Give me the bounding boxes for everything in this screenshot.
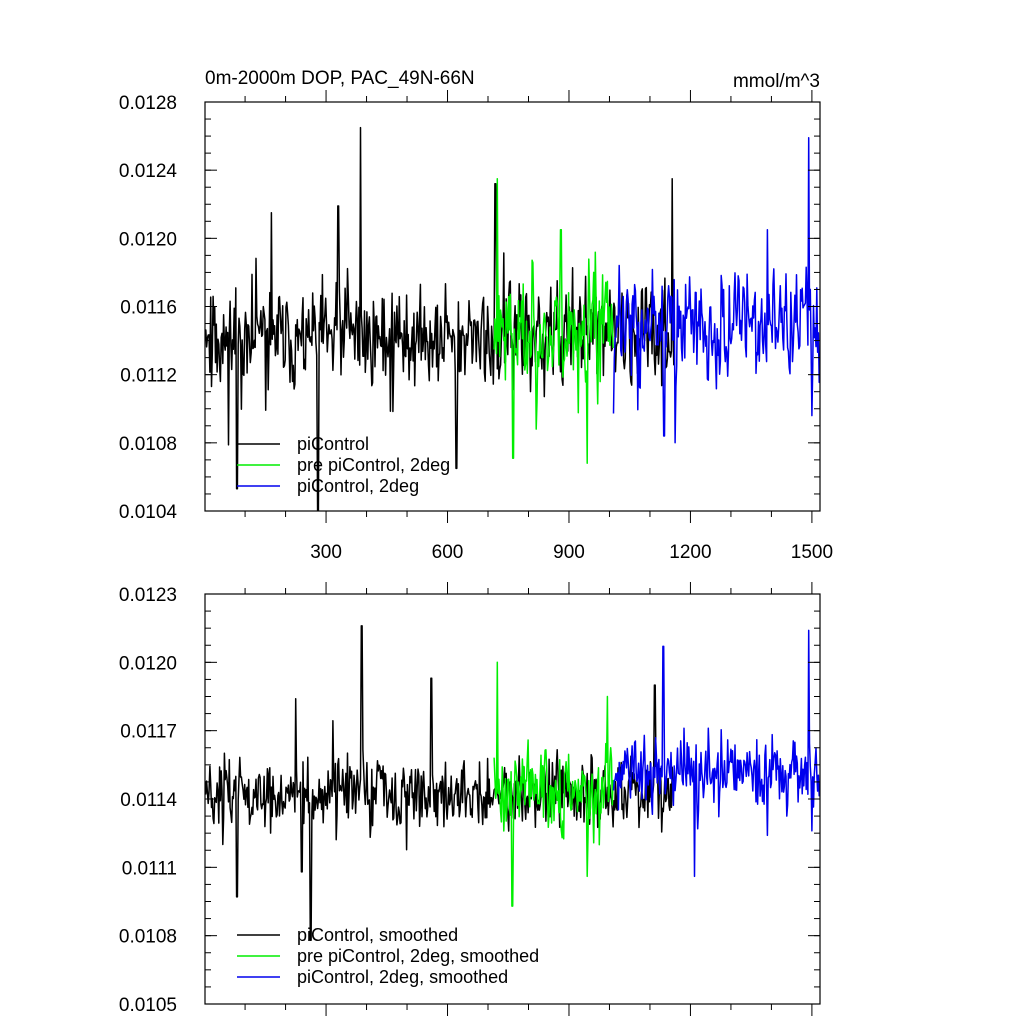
y-tick-label: 0.0120 — [119, 229, 177, 250]
y-tick-label: 0.0104 — [119, 502, 178, 523]
series-line-pre-picontrol-2deg-smoothed — [493, 661, 614, 907]
series-line-picontrol-2deg — [612, 137, 820, 444]
y-tick-label: 0.0124 — [119, 161, 178, 182]
bottom-axes-layer: 0.0105 0.0108 0.0111 0.0114 0.0117 0.0120 0.01… — [119, 582, 820, 1016]
series-line-pre-picontrol-2deg — [493, 177, 614, 465]
legend-label: piControl — [297, 434, 369, 454]
units-label: mmol/m^3 — [733, 71, 820, 92]
legend-label: piControl, 2deg, smoothed — [297, 967, 508, 987]
chart-title: 0m-2000m DOP, PAC_49N-66N — [205, 68, 475, 89]
x-tick-label: 1500 — [791, 542, 833, 563]
y-tick-label: 0.0123 — [119, 585, 177, 606]
bottom-plot-frame — [204, 593, 821, 1005]
y-tick-label: 0.0112 — [120, 366, 177, 387]
legend-label: piControl, 2deg — [297, 476, 419, 496]
y-tick-label: 0.0105 — [119, 995, 177, 1016]
legend-label: pre piControl, 2deg, smoothed — [297, 946, 539, 966]
x-tick-label: 1200 — [669, 542, 711, 563]
y-tick-label: 0.0128 — [119, 93, 177, 114]
x-tick-label: 300 — [310, 542, 342, 563]
top-panel: 0m-2000m DOP, PAC_49N-66N mmol/m^3 0.010… — [119, 68, 833, 563]
series-line-picontrol-smoothed — [205, 625, 675, 941]
y-tick-label: 0.0108 — [119, 927, 177, 948]
y-tick-label: 0.0114 — [120, 790, 177, 811]
top-axes-layer: 0.0104 0.0108 0.0112 0.0116 0.0120 0.0124 0.01… — [119, 90, 833, 563]
series-line-picontrol-2deg-smoothed — [612, 629, 820, 878]
legend-label: pre piControl, 2deg — [297, 455, 450, 475]
bottom-panel: 0.0105 0.0108 0.0111 0.0114 0.0117 0.0120 0.01… — [119, 582, 821, 1016]
y-tick-label: 0.0108 — [119, 434, 177, 455]
y-tick-label: 0.0117 — [120, 722, 177, 743]
y-tick-label: 0.0116 — [120, 298, 177, 319]
y-tick-label: 0.0111 — [122, 858, 177, 879]
legend-label: piControl, smoothed — [297, 925, 458, 945]
x-tick-label: 900 — [553, 542, 585, 563]
x-tick-label: 600 — [432, 542, 464, 563]
top-plot-frame — [204, 101, 821, 512]
y-tick-label: 0.0120 — [119, 653, 177, 674]
top-series-layer — [205, 126, 820, 511]
bottom-series-layer — [205, 625, 820, 941]
